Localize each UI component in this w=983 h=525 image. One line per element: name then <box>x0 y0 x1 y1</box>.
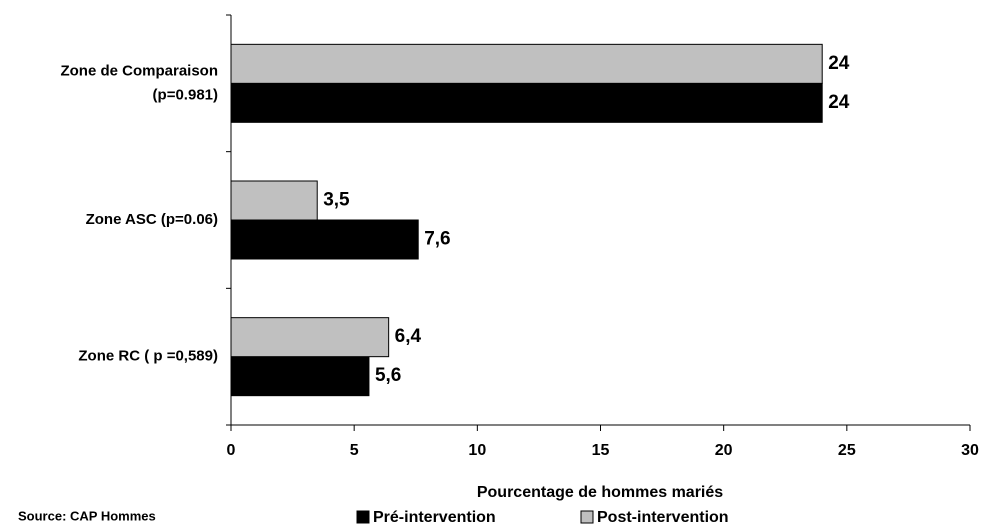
x-tick-label: 25 <box>838 442 856 459</box>
value-label: 24 <box>828 53 850 74</box>
bar <box>230 43 823 84</box>
legend-label: Pré-intervention <box>373 509 496 525</box>
source: Source: CAP Hommes <box>18 508 156 523</box>
bar <box>230 180 318 221</box>
x-tick-label: 10 <box>468 442 486 459</box>
value-label: 24 <box>828 92 850 113</box>
category-label: (p=0.981) <box>153 86 218 103</box>
bar <box>230 317 390 358</box>
category-label: Zone RC ( p =0,589) <box>78 348 218 365</box>
legend-swatch <box>580 510 594 524</box>
value-label: 5,6 <box>375 365 401 386</box>
legend-label: Post-intervention <box>597 509 729 525</box>
value-label: 6,4 <box>395 326 422 347</box>
x-tick-label: 30 <box>961 442 979 459</box>
x-tick-label: 5 <box>350 442 359 459</box>
bar <box>230 356 370 397</box>
category-label: Zone de Comparaison <box>60 62 218 79</box>
x-axis-label: Pourcentage de hommes mariés <box>477 484 723 501</box>
x-tick-label: 15 <box>592 442 610 459</box>
legend-swatch <box>356 510 370 524</box>
value-label: 3,5 <box>323 190 350 211</box>
x-tick-label: 20 <box>715 442 733 459</box>
bar <box>230 82 823 123</box>
x-tick-label: 0 <box>227 442 236 459</box>
value-label: 7,6 <box>424 229 450 250</box>
category-label: Zone ASC (p=0.06) <box>86 211 218 228</box>
bar <box>230 219 419 260</box>
